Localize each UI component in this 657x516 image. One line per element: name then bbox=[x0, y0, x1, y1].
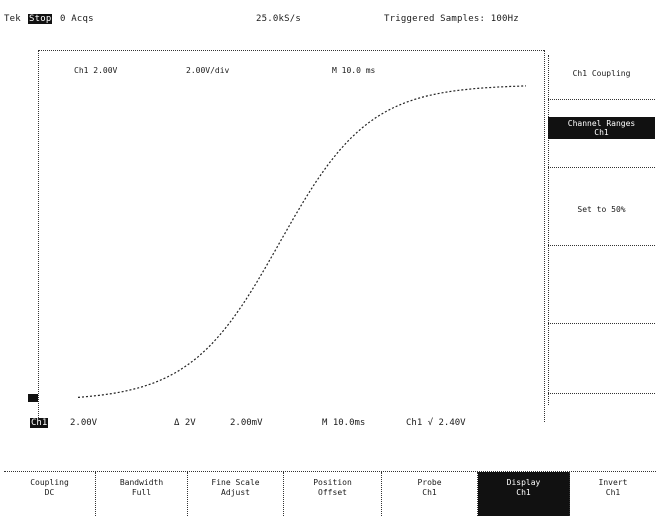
label-timebase: M 10.0 ms bbox=[332, 66, 376, 75]
bottom-button-coupling-sub: DC bbox=[44, 488, 55, 497]
bottom-button-display[interactable]: Display Ch1 bbox=[478, 472, 570, 516]
readout-ch1-marker: Ch1 bbox=[30, 418, 49, 428]
side-button-2-sub: Ch1 bbox=[594, 128, 609, 137]
bottom-button-position[interactable]: Position Offset bbox=[284, 472, 382, 516]
readout-5: Ch1 √ 2.40V bbox=[406, 418, 466, 428]
measurement-readouts: Ch1 2.00V Δ 2V 2.00mV M 10.0ms Ch1 √ 2.4… bbox=[30, 418, 550, 432]
side-menu: Ch1 Coupling Channel Ranges Ch1 Set to 5… bbox=[548, 55, 657, 405]
bottom-button-coupling-label: Coupling bbox=[30, 478, 69, 487]
bottom-button-bandwidth-label: Bandwidth bbox=[119, 478, 164, 487]
run-state: Stop bbox=[28, 14, 53, 24]
side-button-3[interactable]: Set to 50% bbox=[548, 205, 655, 214]
bottom-button-display-sub: Ch1 bbox=[516, 488, 531, 497]
label-channel-scale: Ch1 2.00V bbox=[74, 66, 118, 75]
bottom-button-fine-scale-sub: Adjust bbox=[221, 488, 250, 497]
bottom-button-position-sub: Offset bbox=[318, 488, 347, 497]
side-menu-border bbox=[548, 55, 549, 405]
readout-2: Δ 2V bbox=[174, 418, 196, 428]
side-divider-1 bbox=[548, 99, 655, 100]
side-button-1-label: Ch1 Coupling bbox=[572, 69, 631, 78]
bottom-button-display-label: Display bbox=[506, 478, 541, 487]
mode-label: Tek bbox=[4, 14, 21, 24]
bottom-button-position-label: Position bbox=[313, 478, 352, 487]
bottom-button-invert[interactable]: Invert Ch1 bbox=[570, 472, 656, 516]
bottom-button-invert-sub: Ch1 bbox=[605, 488, 621, 497]
bottom-button-probe[interactable]: Probe Ch1 bbox=[382, 472, 478, 516]
side-divider-2 bbox=[548, 167, 655, 168]
side-divider-5 bbox=[548, 393, 655, 394]
waveform-trace bbox=[77, 85, 527, 398]
screen-top-edge bbox=[38, 50, 544, 51]
side-button-1[interactable]: Ch1 Coupling bbox=[548, 69, 655, 78]
label-volts-per-div: 2.00V/div bbox=[186, 66, 230, 75]
scope-screen[interactable]: Ch1 2.00V 2.00V/div M 10.0 ms bbox=[38, 50, 546, 422]
bottom-button-probe-label: Probe bbox=[417, 478, 442, 487]
readout-3: 2.00mV bbox=[230, 418, 263, 428]
acquisitions-count: 0 Acqs bbox=[60, 14, 94, 24]
trigger-info: Triggered Samples: 100Hz bbox=[384, 14, 519, 24]
status-bar: Tek Stop 0 Acqs 25.0kS/s Triggered Sampl… bbox=[4, 14, 654, 28]
side-divider-4 bbox=[548, 323, 655, 324]
side-divider-3 bbox=[548, 245, 655, 246]
sample-rate: 25.0kS/s bbox=[256, 14, 301, 24]
bottom-button-fine-scale[interactable]: Fine Scale Adjust bbox=[188, 472, 284, 516]
readout-1: 2.00V bbox=[70, 418, 98, 428]
bottom-button-probe-sub: Ch1 bbox=[422, 488, 437, 497]
bottom-button-bandwidth-sub: Full bbox=[131, 488, 152, 497]
channel-ground-marker bbox=[28, 394, 38, 402]
screen-left-edge bbox=[38, 50, 39, 422]
bottom-button-invert-label: Invert bbox=[598, 478, 628, 487]
waveform-line bbox=[77, 85, 527, 398]
bottom-menu: Coupling DC Bandwidth Full Fine Scale Ad… bbox=[4, 471, 656, 516]
bottom-button-fine-scale-label: Fine Scale bbox=[211, 478, 260, 487]
bottom-button-bandwidth[interactable]: Bandwidth Full bbox=[96, 472, 188, 516]
readout-4: M 10.0ms bbox=[322, 418, 366, 428]
side-button-2-label: Channel Ranges bbox=[567, 119, 636, 128]
side-button-2[interactable]: Channel Ranges Ch1 bbox=[548, 117, 655, 139]
side-button-3-label: Set to 50% bbox=[577, 205, 626, 214]
screen-right-edge bbox=[544, 50, 545, 422]
bottom-button-coupling[interactable]: Coupling DC bbox=[4, 472, 96, 516]
